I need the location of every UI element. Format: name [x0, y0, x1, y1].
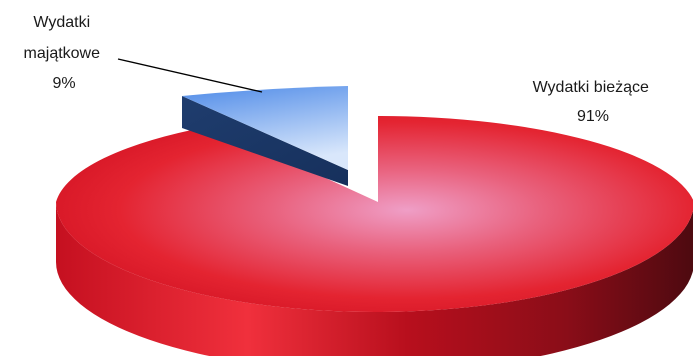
pie-slice-blue [182, 86, 348, 186]
slice-label-red: Wydatki bieżące 91% [533, 79, 654, 125]
pie-slice-blue-top [182, 86, 348, 170]
slice-label-blue-line-1: Wydatki [33, 14, 90, 31]
pie-slice-red-top [56, 116, 693, 312]
slice-label-red-percent: 91% [577, 108, 609, 125]
leader-line [117, 58, 263, 93]
pie-slice-red [56, 116, 693, 356]
slice-label-blue-line-2: majątkowe [24, 45, 101, 62]
slice-label-red-line-1: Wydatki bieżące [533, 79, 649, 96]
slice-label-blue-percent: 9% [52, 75, 75, 92]
slice-label-blue: Wydatki majątkowe 9% [24, 14, 105, 92]
pie-slice-blue-side [182, 96, 348, 186]
pie-slice-red-side [56, 202, 693, 356]
